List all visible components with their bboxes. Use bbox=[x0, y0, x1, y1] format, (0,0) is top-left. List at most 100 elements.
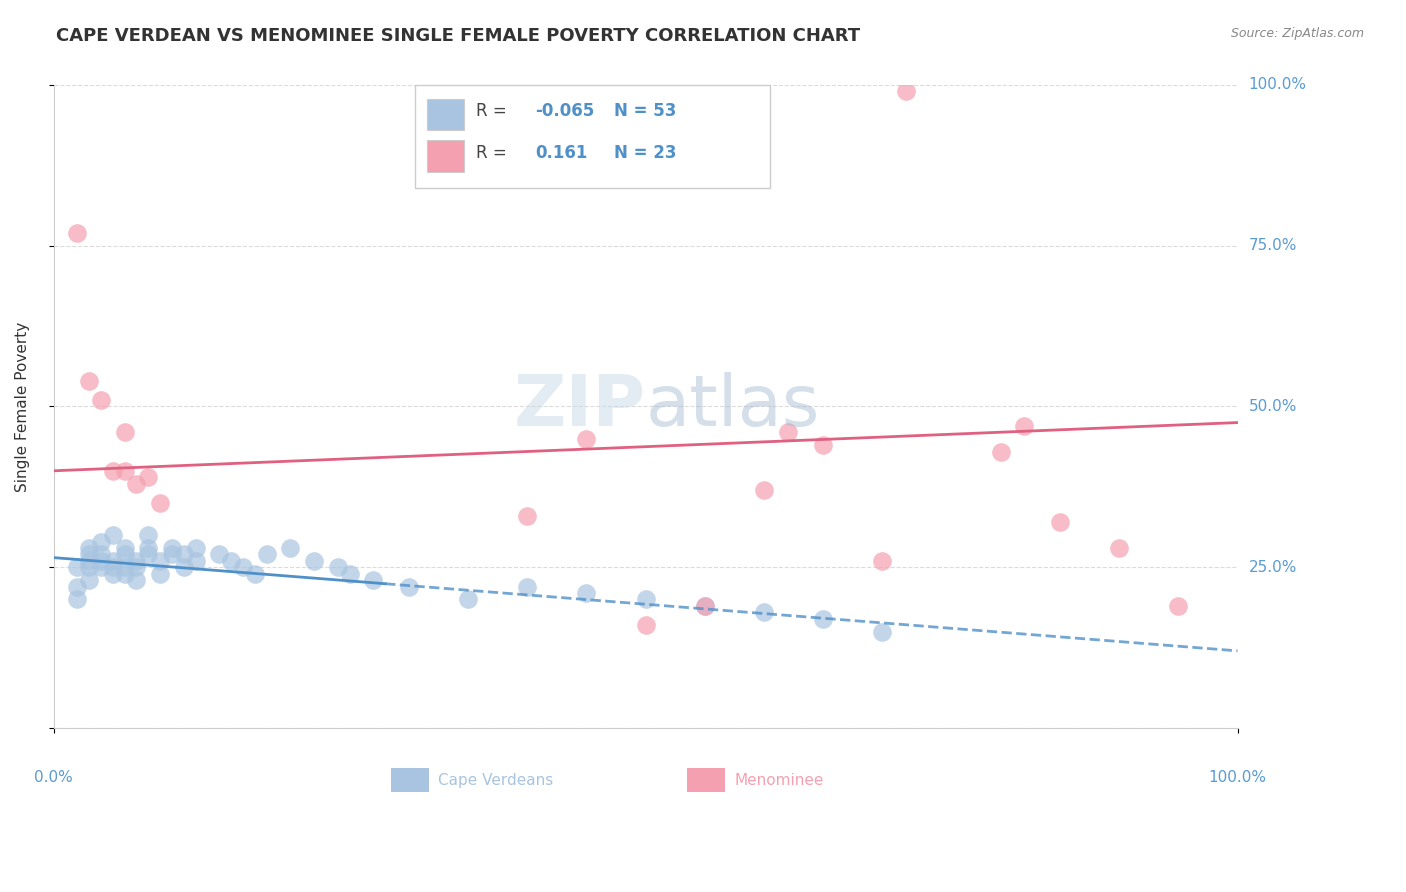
Point bbox=[101, 528, 124, 542]
Point bbox=[101, 566, 124, 581]
Point bbox=[90, 554, 112, 568]
FancyBboxPatch shape bbox=[415, 85, 770, 188]
Point bbox=[811, 612, 834, 626]
Point bbox=[66, 560, 89, 574]
Point bbox=[398, 580, 420, 594]
Text: CAPE VERDEAN VS MENOMINEE SINGLE FEMALE POVERTY CORRELATION CHART: CAPE VERDEAN VS MENOMINEE SINGLE FEMALE … bbox=[56, 27, 860, 45]
Point bbox=[872, 624, 894, 639]
Point bbox=[90, 534, 112, 549]
Text: Source: ZipAtlas.com: Source: ZipAtlas.com bbox=[1230, 27, 1364, 40]
Point bbox=[101, 560, 124, 574]
Point bbox=[326, 560, 349, 574]
Point bbox=[66, 226, 89, 240]
Point bbox=[66, 592, 89, 607]
Text: Menominee: Menominee bbox=[734, 773, 824, 789]
Text: 0.161: 0.161 bbox=[536, 144, 588, 162]
Point bbox=[575, 586, 598, 600]
Text: atlas: atlas bbox=[645, 372, 820, 441]
Point bbox=[184, 554, 207, 568]
Point bbox=[160, 541, 183, 555]
Text: R =: R = bbox=[477, 144, 512, 162]
Point bbox=[516, 508, 538, 523]
Point bbox=[114, 425, 136, 440]
Point bbox=[575, 432, 598, 446]
Text: N = 53: N = 53 bbox=[613, 103, 676, 120]
Point bbox=[990, 444, 1012, 458]
Point bbox=[243, 566, 266, 581]
Point bbox=[149, 554, 172, 568]
Point bbox=[1167, 599, 1189, 613]
Point bbox=[184, 541, 207, 555]
Point bbox=[136, 528, 159, 542]
Text: Cape Verdeans: Cape Verdeans bbox=[439, 773, 554, 789]
Point bbox=[77, 548, 100, 562]
Point bbox=[114, 464, 136, 478]
Point bbox=[302, 554, 325, 568]
Point bbox=[90, 560, 112, 574]
FancyBboxPatch shape bbox=[426, 140, 464, 172]
Text: ZIP: ZIP bbox=[513, 372, 645, 441]
Text: N = 23: N = 23 bbox=[613, 144, 676, 162]
Point bbox=[1014, 418, 1036, 433]
Point bbox=[136, 548, 159, 562]
Y-axis label: Single Female Poverty: Single Female Poverty bbox=[15, 321, 30, 491]
Text: 100.0%: 100.0% bbox=[1209, 770, 1267, 785]
Point bbox=[77, 374, 100, 388]
Text: 75.0%: 75.0% bbox=[1249, 238, 1296, 253]
Point bbox=[693, 599, 716, 613]
Text: R =: R = bbox=[477, 103, 512, 120]
Point bbox=[811, 438, 834, 452]
Point bbox=[256, 548, 278, 562]
Point bbox=[457, 592, 479, 607]
Text: 100.0%: 100.0% bbox=[1249, 78, 1306, 93]
Point bbox=[114, 566, 136, 581]
Point bbox=[77, 573, 100, 587]
FancyBboxPatch shape bbox=[391, 768, 429, 792]
Point bbox=[208, 548, 231, 562]
Point bbox=[114, 560, 136, 574]
Point bbox=[1108, 541, 1130, 555]
Point bbox=[634, 592, 657, 607]
Point bbox=[66, 580, 89, 594]
Point bbox=[219, 554, 242, 568]
Point bbox=[872, 554, 894, 568]
FancyBboxPatch shape bbox=[688, 768, 725, 792]
Point bbox=[634, 618, 657, 632]
Point bbox=[149, 566, 172, 581]
Text: 0.0%: 0.0% bbox=[34, 770, 73, 785]
Point bbox=[894, 84, 917, 98]
Point bbox=[149, 496, 172, 510]
Point bbox=[693, 599, 716, 613]
Point bbox=[160, 548, 183, 562]
Point bbox=[1049, 515, 1071, 529]
Point bbox=[101, 464, 124, 478]
Point bbox=[136, 541, 159, 555]
Text: -0.065: -0.065 bbox=[536, 103, 595, 120]
FancyBboxPatch shape bbox=[426, 99, 464, 130]
Point bbox=[752, 483, 775, 497]
Point bbox=[77, 560, 100, 574]
Text: 50.0%: 50.0% bbox=[1249, 399, 1296, 414]
Point bbox=[173, 548, 195, 562]
Point bbox=[516, 580, 538, 594]
Point bbox=[77, 554, 100, 568]
Point bbox=[136, 470, 159, 484]
Point bbox=[114, 548, 136, 562]
Point bbox=[125, 573, 148, 587]
Point bbox=[125, 476, 148, 491]
Point bbox=[101, 554, 124, 568]
Point bbox=[114, 541, 136, 555]
Point bbox=[232, 560, 254, 574]
Point bbox=[361, 573, 384, 587]
Point bbox=[125, 554, 148, 568]
Point bbox=[752, 605, 775, 619]
Point bbox=[339, 566, 361, 581]
Point bbox=[173, 560, 195, 574]
Point bbox=[776, 425, 799, 440]
Point bbox=[125, 560, 148, 574]
Point bbox=[90, 548, 112, 562]
Point bbox=[90, 392, 112, 407]
Text: 25.0%: 25.0% bbox=[1249, 560, 1296, 574]
Point bbox=[280, 541, 302, 555]
Point bbox=[77, 541, 100, 555]
